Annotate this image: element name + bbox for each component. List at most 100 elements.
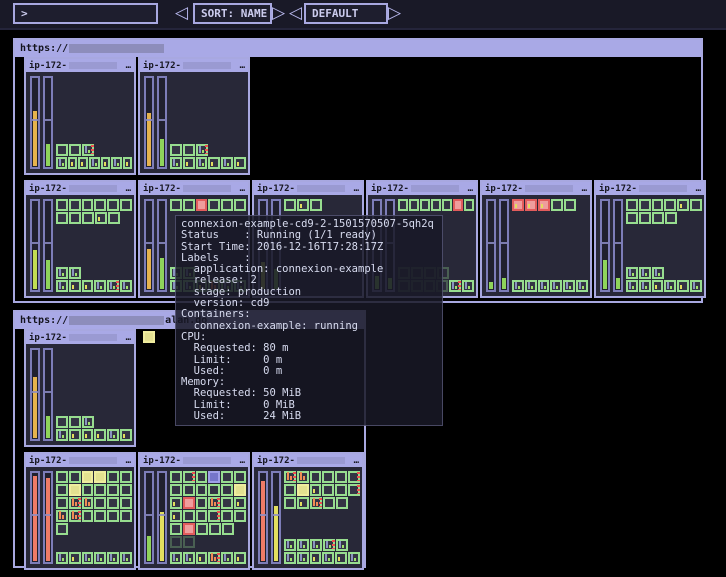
- pod[interactable]: [664, 280, 677, 292]
- pod[interactable]: [310, 539, 322, 551]
- pod[interactable]: [550, 280, 563, 292]
- pod[interactable]: [94, 510, 107, 522]
- pod[interactable]: [563, 280, 576, 292]
- pod[interactable]: [638, 199, 651, 211]
- pod[interactable]: [322, 484, 335, 496]
- pod[interactable]: [538, 199, 550, 211]
- pod[interactable]: [234, 199, 246, 211]
- pod[interactable]: [234, 497, 246, 509]
- pod[interactable]: [284, 539, 296, 551]
- pod[interactable]: [120, 471, 132, 483]
- pod[interactable]: [107, 199, 120, 211]
- pod[interactable]: [664, 199, 677, 211]
- pod[interactable]: [524, 280, 537, 292]
- pod[interactable]: [81, 497, 94, 509]
- pod[interactable]: [81, 510, 94, 522]
- pod[interactable]: [449, 280, 462, 292]
- node-box[interactable]: ip-172-…: [480, 180, 592, 298]
- pod[interactable]: [69, 267, 81, 279]
- pod[interactable]: [195, 510, 208, 522]
- pod[interactable]: [431, 199, 441, 211]
- pod[interactable]: [69, 144, 81, 156]
- pod[interactable]: [626, 267, 638, 279]
- pod[interactable]: [122, 157, 132, 169]
- pod[interactable]: [82, 416, 94, 428]
- pod[interactable]: [56, 552, 68, 564]
- pod[interactable]: [564, 199, 576, 211]
- pod[interactable]: [221, 497, 234, 509]
- pod[interactable]: [512, 280, 524, 292]
- node-box[interactable]: ip-172-…: [252, 452, 364, 570]
- pod[interactable]: [626, 280, 638, 292]
- pod[interactable]: [221, 157, 234, 169]
- pod[interactable]: [69, 416, 81, 428]
- pod[interactable]: [639, 212, 651, 224]
- pod[interactable]: [170, 484, 182, 496]
- pod[interactable]: [284, 552, 296, 564]
- pod[interactable]: [94, 280, 107, 292]
- pod[interactable]: [100, 157, 110, 169]
- pod[interactable]: [195, 484, 208, 496]
- pod[interactable]: [335, 471, 348, 483]
- pod[interactable]: [81, 199, 94, 211]
- pod[interactable]: [94, 484, 107, 496]
- pod[interactable]: [409, 199, 419, 211]
- pod[interactable]: [56, 199, 68, 211]
- pod[interactable]: [88, 157, 100, 169]
- node-box[interactable]: ip-172-…: [24, 452, 136, 570]
- pod[interactable]: [56, 212, 68, 224]
- pod[interactable]: [208, 199, 221, 211]
- pod[interactable]: [170, 157, 182, 169]
- pod[interactable]: [651, 199, 664, 211]
- pod[interactable]: [335, 552, 348, 564]
- pod[interactable]: [56, 416, 68, 428]
- pod[interactable]: [68, 429, 81, 441]
- pod[interactable]: [107, 497, 120, 509]
- pod[interactable]: [348, 471, 360, 483]
- pod[interactable]: [56, 510, 68, 522]
- pod[interactable]: [182, 510, 195, 522]
- pod[interactable]: [677, 199, 690, 211]
- pod[interactable]: [195, 471, 208, 483]
- pod[interactable]: [170, 552, 182, 564]
- pod[interactable]: [234, 510, 246, 522]
- pod[interactable]: [78, 157, 88, 169]
- pod[interactable]: [95, 212, 107, 224]
- pod[interactable]: [626, 199, 638, 211]
- pod[interactable]: [297, 497, 309, 509]
- pod[interactable]: [170, 497, 182, 509]
- pod[interactable]: [677, 280, 690, 292]
- pod[interactable]: [420, 199, 430, 211]
- pod[interactable]: [68, 497, 81, 509]
- node-box[interactable]: ip-172-…: [24, 180, 136, 298]
- pod[interactable]: [195, 497, 208, 509]
- pod[interactable]: [82, 212, 94, 224]
- pod[interactable]: [690, 199, 702, 211]
- pod[interactable]: [512, 199, 524, 211]
- pod[interactable]: [170, 199, 182, 211]
- pod[interactable]: [107, 510, 120, 522]
- pod[interactable]: [81, 484, 94, 496]
- pod[interactable]: [81, 280, 94, 292]
- pod[interactable]: [68, 157, 78, 169]
- pod[interactable]: [69, 212, 81, 224]
- pod[interactable]: [68, 471, 81, 483]
- pod[interactable]: [120, 429, 132, 441]
- pod[interactable]: [182, 199, 195, 211]
- pod[interactable]: [221, 510, 234, 522]
- pod[interactable]: [94, 497, 107, 509]
- pod[interactable]: [442, 199, 452, 211]
- pod[interactable]: [195, 552, 208, 564]
- pod[interactable]: [336, 497, 348, 509]
- pod[interactable]: [208, 510, 221, 522]
- pod[interactable]: [638, 280, 651, 292]
- pod[interactable]: [309, 484, 322, 496]
- pod[interactable]: [309, 552, 322, 564]
- pod[interactable]: [196, 144, 208, 156]
- pod[interactable]: [234, 157, 246, 169]
- sort-selector[interactable]: SORT: NAME: [193, 3, 272, 24]
- pod[interactable]: [182, 157, 195, 169]
- pod[interactable]: [208, 497, 221, 509]
- pod[interactable]: [335, 484, 348, 496]
- pod[interactable]: [183, 144, 195, 156]
